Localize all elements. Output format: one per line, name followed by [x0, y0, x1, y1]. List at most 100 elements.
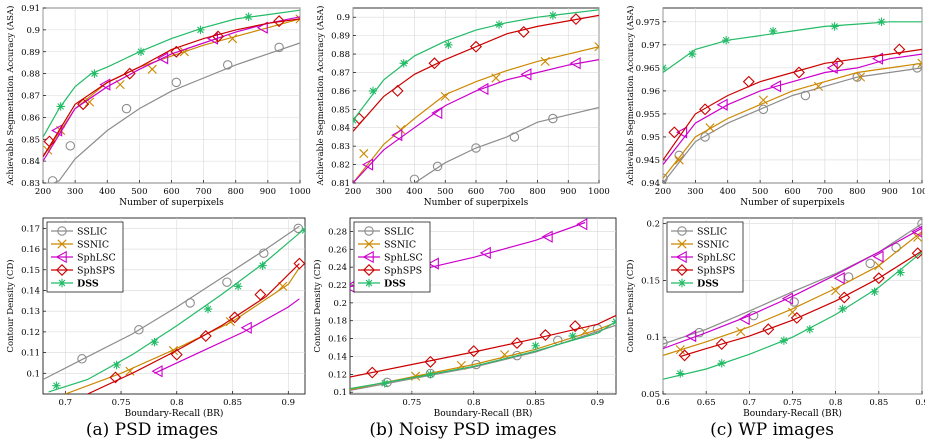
data-point-dss: [870, 287, 879, 297]
legend-label-ssnic: SSNIC: [77, 240, 109, 251]
data-point-sslic: [548, 113, 558, 124]
x-tick-label: 0.8: [170, 398, 184, 408]
x-tick-label: 0.9: [915, 398, 925, 408]
data-point-sslic: [258, 248, 269, 258]
data-point-sphsps: [391, 84, 404, 97]
y-tick-label: 0.12: [21, 328, 40, 338]
chart-panel-top-b: 200 300 400 500 600 700 800 900 1000 0.81 0.82 0.83…: [315, 6, 610, 208]
data-point-sphlsc: [151, 365, 163, 378]
x-tick-label: 500: [752, 187, 768, 197]
data-point-ssnic: [787, 307, 798, 317]
legend-marker-sphsps: [56, 264, 68, 276]
data-point-sphsps: [569, 320, 582, 333]
series-line-sphsps: [350, 314, 616, 378]
legend-marker-sphsps: [363, 264, 375, 276]
data-point-sphlsc: [477, 82, 489, 96]
y-axis-label: Achievable Segmentation Accuracy (ASA): [625, 6, 636, 187]
y-tick-label: 0.16: [328, 335, 347, 345]
x-tick-label: 600: [468, 187, 484, 197]
series-group: [663, 17, 922, 183]
data-point-ssnic: [736, 326, 746, 337]
y-tick-label: 0.26: [328, 245, 347, 255]
x-tick-label: 200: [345, 187, 361, 197]
data-point-sslic: [694, 327, 705, 338]
data-point-sphsps: [715, 338, 728, 351]
data-point-dss: [368, 86, 378, 96]
legend-label-sphlsc: SphLSC: [77, 253, 116, 264]
x-axis-label: Number of superpixels: [424, 198, 529, 208]
x-tick-label: 1000: [588, 187, 610, 197]
data-point-ssnic: [84, 97, 95, 107]
legend-label-ssnic: SSNIC: [697, 240, 729, 251]
data-point-sphsps: [123, 67, 136, 80]
series-line-sphsps: [43, 18, 300, 158]
y-tick-label: 0.9: [336, 13, 350, 23]
data-point-dss: [676, 369, 685, 378]
x-axis-label: Boundary-Recall (BR): [125, 408, 224, 419]
series-group: [353, 9, 599, 183]
y-tick-label: 0.17: [21, 224, 40, 234]
y-tick-label: 0.85: [21, 135, 40, 145]
y-tick-label: 0.91: [21, 4, 40, 14]
y-tick-label: 0.975: [636, 18, 660, 28]
data-point-ssnic: [917, 58, 922, 68]
x-tick-label: 300: [67, 187, 83, 197]
y-tick-label: 0.22: [328, 281, 347, 291]
y-tick-label: 0.84: [331, 124, 350, 134]
y-tick-label: 0.24: [328, 263, 347, 273]
data-point-sslic: [865, 258, 875, 269]
data-point-sphsps: [668, 126, 681, 139]
legend: SSLIC SSNIC SphLSC SphSPS DSS: [353, 221, 431, 293]
y-tick-label: 0.89: [21, 48, 40, 58]
data-point-sslic: [77, 354, 87, 364]
data-point-sphlsc: [781, 292, 793, 305]
data-point-dss: [52, 381, 61, 390]
data-point-sphsps: [762, 323, 775, 336]
data-point-sphsps: [467, 345, 480, 358]
data-point-sphsps: [742, 75, 755, 88]
data-point-ssnic: [295, 14, 300, 24]
x-tick-label: 400: [720, 187, 736, 197]
data-point-ssnic: [359, 148, 369, 159]
data-point-sphsps: [212, 30, 225, 43]
data-point-ssnic: [491, 73, 501, 83]
data-point-sphsps: [470, 40, 482, 53]
y-axis-label: Contour Density (CD): [625, 259, 636, 352]
x-tick-label: 400: [99, 187, 115, 197]
data-point-ssnic: [540, 56, 550, 67]
data-point-dss: [444, 40, 453, 50]
legend-marker-ssnic: [57, 239, 67, 249]
y-tick-label: 0.2: [333, 299, 347, 309]
y-tick-label: 0.96: [641, 87, 660, 97]
data-point-sslic: [512, 350, 522, 361]
data-point-sphsps: [43, 135, 56, 148]
x-tick-label: 0.8: [467, 398, 481, 408]
data-point-sphsps: [109, 371, 122, 384]
data-point-sphsps: [228, 311, 241, 324]
x-tick-label: 0.7: [743, 398, 757, 408]
x-tick-label: 800: [529, 187, 545, 197]
y-tick-label: 0.15: [21, 266, 40, 276]
x-tick-label: 0.9: [591, 398, 605, 408]
x-axis-label: Number of superpixels: [740, 198, 845, 208]
data-point-dss: [258, 261, 267, 270]
y-axis-label: Contour Density (CD): [312, 259, 323, 352]
data-point-ssnic: [831, 286, 841, 296]
legend-label-sphsps: SphSPS: [384, 266, 422, 277]
data-point-sphlsc: [256, 21, 268, 34]
data-point-sphlsc: [431, 106, 443, 120]
data-point-sphsps: [893, 43, 906, 56]
data-point-dss: [568, 331, 577, 341]
y-tick-label: 0.12: [328, 370, 347, 380]
data-point-dss: [896, 268, 905, 277]
data-point-sslic: [471, 143, 481, 153]
series-line-sslic: [350, 324, 616, 391]
data-point-dss: [112, 360, 121, 370]
y-tick-label: 0.28: [328, 227, 347, 237]
chart-panel-top-a: 200 300 400 500 600 700 800 900 1000 0.83 0.84 0.85…: [5, 4, 311, 208]
legend: SSLIC SSNIC SphLSC SphSPS DSS: [666, 221, 744, 293]
y-tick-label: 0.11: [21, 349, 40, 359]
data-point-dss: [779, 336, 789, 345]
x-tick-label: 800: [228, 187, 244, 197]
legend-marker-dss: [57, 278, 67, 288]
